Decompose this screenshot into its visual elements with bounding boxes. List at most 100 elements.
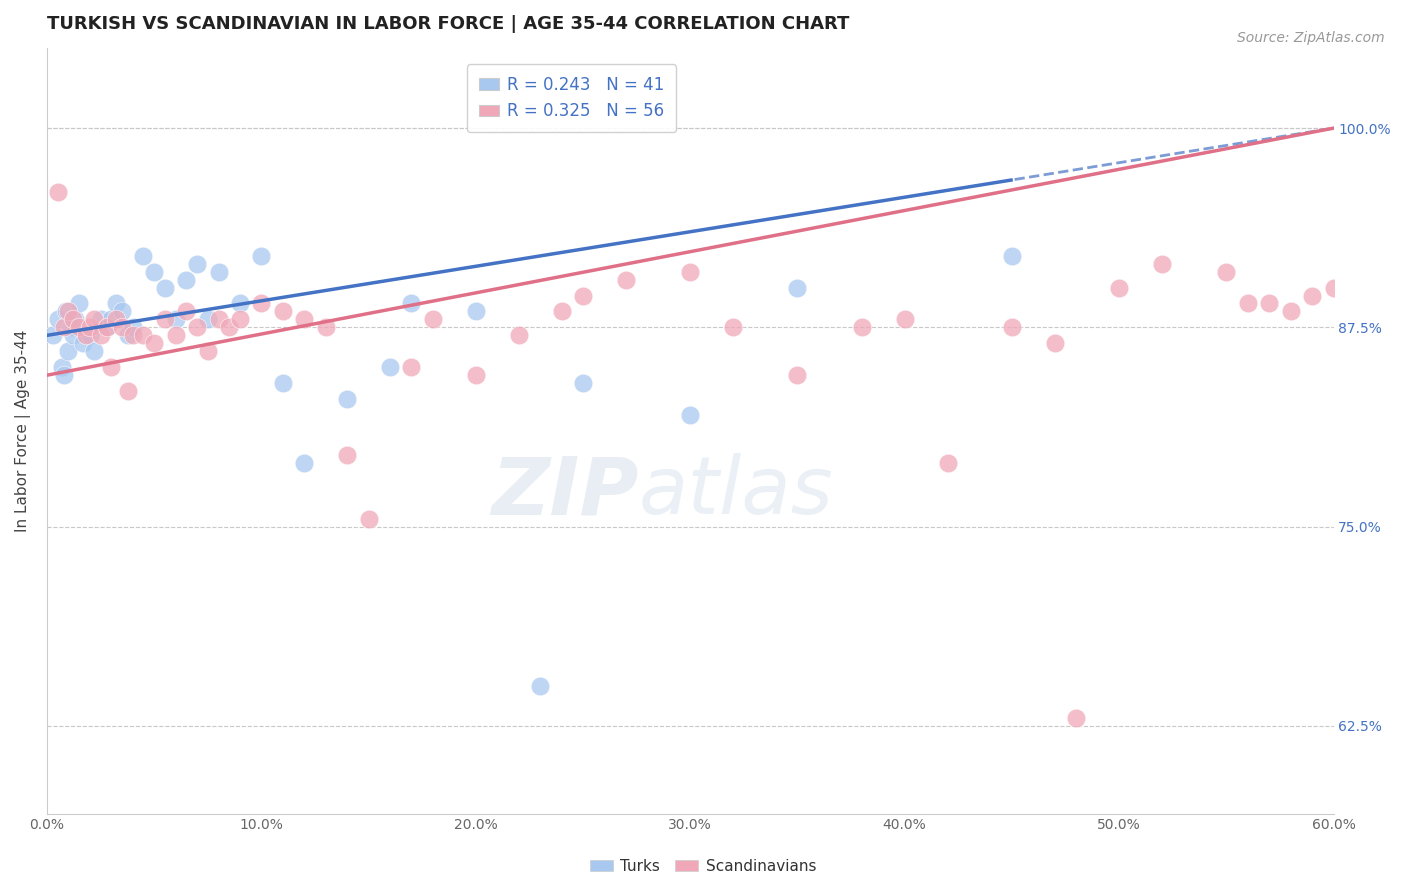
Point	[186, 320, 208, 334]
Point	[1236, 296, 1258, 310]
Point	[67, 320, 90, 334]
Point	[1344, 703, 1367, 717]
Point	[229, 312, 252, 326]
Point	[1001, 320, 1024, 334]
Point	[292, 456, 315, 470]
Point	[893, 312, 915, 326]
Point	[1001, 249, 1024, 263]
Point	[63, 312, 86, 326]
Point	[117, 328, 139, 343]
Point	[401, 360, 423, 375]
Point	[117, 384, 139, 399]
Point	[53, 368, 76, 383]
Point	[250, 249, 273, 263]
Point	[1301, 288, 1323, 302]
Point	[1108, 280, 1130, 294]
Point	[614, 272, 637, 286]
Point	[111, 320, 134, 334]
Point	[271, 376, 294, 391]
Point	[121, 320, 143, 334]
Point	[336, 392, 359, 406]
Point	[100, 312, 122, 326]
Point	[104, 312, 127, 326]
Point	[401, 296, 423, 310]
Point	[186, 257, 208, 271]
Point	[58, 304, 80, 318]
Point	[1258, 296, 1281, 310]
Point	[315, 320, 337, 334]
Point	[42, 328, 65, 343]
Point	[104, 296, 127, 310]
Point	[90, 312, 112, 326]
Point	[176, 304, 198, 318]
Point	[132, 328, 155, 343]
Point	[46, 312, 69, 326]
Point	[529, 679, 551, 693]
Point	[96, 320, 118, 334]
Point	[336, 448, 359, 462]
Point	[62, 312, 84, 326]
Point	[176, 272, 198, 286]
Point	[143, 336, 166, 351]
Point	[508, 328, 530, 343]
Point	[572, 288, 595, 302]
Text: Source: ZipAtlas.com: Source: ZipAtlas.com	[1237, 31, 1385, 45]
Point	[53, 320, 76, 334]
Point	[679, 264, 702, 278]
Legend: Turks, Scandinavians: Turks, Scandinavians	[583, 853, 823, 880]
Point	[357, 511, 380, 525]
Point	[46, 185, 69, 199]
Legend: R = 0.243   N = 41, R = 0.325   N = 56: R = 0.243 N = 41, R = 0.325 N = 56	[467, 64, 676, 132]
Point	[464, 368, 486, 383]
Point	[422, 312, 444, 326]
Point	[55, 304, 77, 318]
Point	[786, 368, 808, 383]
Point	[100, 360, 122, 375]
Point	[111, 304, 134, 318]
Point	[165, 312, 187, 326]
Y-axis label: In Labor Force | Age 35-44: In Labor Force | Age 35-44	[15, 330, 31, 533]
Point	[1279, 304, 1302, 318]
Point	[207, 312, 229, 326]
Point	[79, 328, 101, 343]
Text: atlas: atlas	[638, 453, 834, 532]
Point	[464, 304, 486, 318]
Point	[1043, 336, 1066, 351]
Point	[153, 280, 176, 294]
Point	[679, 408, 702, 422]
Point	[1322, 280, 1344, 294]
Point	[229, 296, 252, 310]
Point	[165, 328, 187, 343]
Point	[83, 312, 105, 326]
Point	[51, 360, 73, 375]
Point	[121, 328, 143, 343]
Point	[572, 376, 595, 391]
Point	[271, 304, 294, 318]
Point	[72, 336, 94, 351]
Point	[218, 320, 240, 334]
Point	[96, 320, 118, 334]
Point	[83, 344, 105, 359]
Point	[67, 296, 90, 310]
Point	[250, 296, 273, 310]
Point	[153, 312, 176, 326]
Point	[58, 344, 80, 359]
Point	[936, 456, 959, 470]
Point	[197, 344, 219, 359]
Point	[197, 312, 219, 326]
Point	[1150, 257, 1173, 271]
Point	[143, 264, 166, 278]
Point	[59, 320, 82, 334]
Point	[292, 312, 315, 326]
Point	[90, 328, 112, 343]
Point	[79, 320, 101, 334]
Point	[75, 328, 97, 343]
Text: ZIP: ZIP	[492, 453, 638, 532]
Point	[207, 264, 229, 278]
Point	[62, 328, 84, 343]
Point	[1064, 711, 1087, 725]
Point	[721, 320, 744, 334]
Text: TURKISH VS SCANDINAVIAN IN LABOR FORCE | AGE 35-44 CORRELATION CHART: TURKISH VS SCANDINAVIAN IN LABOR FORCE |…	[46, 15, 849, 33]
Point	[132, 249, 155, 263]
Point	[786, 280, 808, 294]
